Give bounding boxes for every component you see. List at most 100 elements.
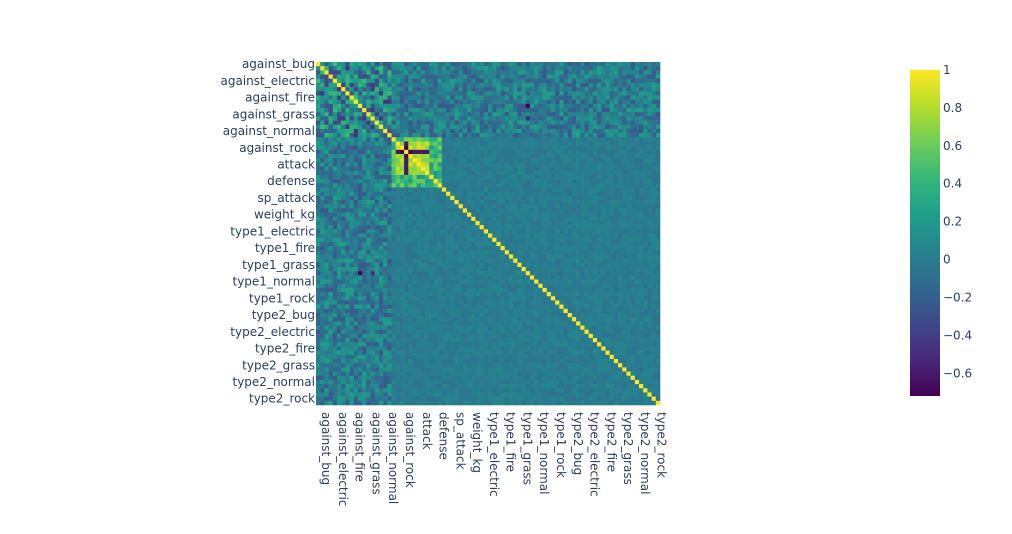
heatmap-cell (332, 304, 338, 310)
heatmap-cell (483, 225, 489, 230)
heatmap-cell (412, 174, 417, 180)
heatmap-cell (655, 154, 661, 159)
heatmap-cell (387, 120, 392, 126)
heatmap-cell (412, 233, 417, 238)
heatmap-cell (462, 300, 468, 305)
heatmap-cell (496, 103, 501, 109)
heatmap-cell (399, 70, 405, 75)
heatmap-cell (332, 229, 338, 234)
heatmap-cell (320, 124, 325, 130)
heatmap-cell (559, 258, 564, 264)
heatmap-cell (446, 179, 451, 184)
heatmap-cell (446, 128, 451, 134)
heatmap-cell (655, 120, 661, 126)
heatmap-cell (584, 191, 589, 197)
heatmap-cell (534, 237, 539, 243)
heatmap-cell (634, 108, 640, 113)
heatmap-cell (345, 149, 350, 155)
heatmap-cell (651, 225, 657, 230)
heatmap-cell (353, 149, 359, 155)
heatmap-cell (496, 108, 501, 113)
heatmap-cell (571, 195, 577, 201)
heatmap-cell (366, 66, 371, 71)
heatmap-cell (316, 137, 321, 142)
heatmap-cell (370, 292, 376, 297)
heatmap-cell (366, 312, 371, 318)
heatmap-cell (332, 66, 338, 71)
heatmap-cell (370, 287, 376, 293)
heatmap-cell (567, 271, 573, 276)
heatmap-cell (576, 78, 581, 84)
heatmap-cell (500, 87, 506, 92)
heatmap-cell (588, 174, 594, 180)
heatmap-cell (378, 133, 384, 138)
heatmap-cell (492, 74, 497, 80)
heatmap-cell (517, 279, 522, 284)
heatmap-cell (529, 187, 535, 192)
heatmap-cell (488, 283, 493, 289)
heatmap-cell (571, 103, 577, 109)
heatmap-cell (316, 141, 321, 146)
heatmap-cell (534, 154, 539, 159)
heatmap-cell (404, 262, 409, 268)
heatmap-cell (454, 162, 459, 167)
heatmap-cell (362, 62, 367, 67)
heatmap-cell (412, 229, 417, 234)
heatmap-cell (651, 108, 657, 113)
heatmap-cell (412, 312, 417, 318)
heatmap-cell (609, 95, 615, 100)
heatmap-cell (525, 62, 531, 67)
heatmap-cell (479, 128, 485, 134)
heatmap-cell (420, 229, 426, 234)
heatmap-cell (336, 154, 342, 159)
heatmap-cell (420, 271, 426, 276)
heatmap-cell (366, 112, 371, 117)
heatmap-cell (433, 170, 438, 176)
heatmap-cell (425, 120, 430, 126)
heatmap-cell (538, 304, 543, 310)
heatmap-cell (571, 87, 577, 92)
heatmap-cell (500, 246, 506, 251)
heatmap-cell (437, 124, 443, 130)
heatmap-cell (538, 258, 543, 264)
heatmap-cell (316, 145, 321, 151)
heatmap-cell (471, 258, 476, 264)
heatmap-cell (563, 220, 569, 226)
heatmap-cell (634, 99, 640, 105)
heatmap-cell (626, 250, 631, 255)
heatmap-cell (433, 250, 438, 255)
heatmap-cell (471, 82, 476, 88)
heatmap-cell (529, 70, 535, 75)
heatmap-cell (416, 162, 422, 167)
heatmap-cell (488, 99, 493, 105)
heatmap-cell (462, 141, 468, 146)
heatmap-cell (559, 149, 564, 155)
heatmap-cell (601, 241, 606, 247)
heatmap-cell (639, 62, 644, 67)
heatmap-cell (336, 308, 342, 314)
heatmap-cell (408, 174, 413, 180)
heatmap-cell (571, 258, 577, 264)
heatmap-cell (517, 216, 522, 222)
heatmap-cell (647, 154, 652, 159)
heatmap-cell (618, 195, 623, 201)
heatmap-cell (508, 170, 514, 176)
heatmap-cell (416, 124, 422, 130)
heatmap-cell (446, 108, 451, 113)
heatmap-cell (513, 91, 518, 96)
heatmap-cell (492, 254, 497, 259)
heatmap-cell (651, 262, 657, 268)
heatmap-cell (328, 191, 334, 197)
heatmap-cell (420, 170, 426, 176)
heatmap-cell (357, 166, 363, 172)
heatmap-cell (420, 258, 426, 264)
heatmap-cell (357, 195, 363, 201)
heatmap-cell (601, 137, 606, 142)
heatmap-cell (328, 149, 334, 155)
heatmap-cell (655, 204, 661, 209)
heatmap-cell (504, 275, 510, 280)
heatmap-cell (345, 108, 350, 113)
heatmap-cell (383, 149, 388, 155)
heatmap-cell (542, 174, 548, 180)
heatmap-cell (433, 271, 438, 276)
